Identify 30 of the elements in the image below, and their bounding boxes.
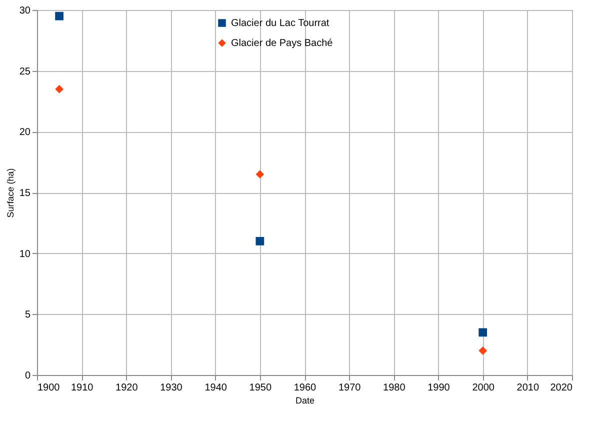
y-tick-label: 30 xyxy=(19,6,31,16)
x-tick-label: 1920 xyxy=(116,382,138,394)
x-tick-label: 2000 xyxy=(472,382,495,394)
legend-label: Glacier du Lac Tourrat xyxy=(231,18,330,29)
x-tick-label: 1960 xyxy=(294,382,317,394)
y-tick-label: 10 xyxy=(19,248,31,260)
x-axis-title: Date xyxy=(295,396,315,406)
point xyxy=(478,328,488,337)
x-tick-label: 2020 xyxy=(550,382,573,394)
y-tick-label: 20 xyxy=(19,127,31,138)
x-tick-label: 1900 xyxy=(38,382,60,394)
y-axis-title: Surface (ha) xyxy=(5,168,16,218)
x-tick-label: 1950 xyxy=(249,382,272,394)
point xyxy=(256,170,264,178)
x-tick-label: 2010 xyxy=(516,382,540,394)
y-tick-label: 15 xyxy=(19,188,31,199)
y-tick-label: 25 xyxy=(19,66,31,78)
y-tick-label: 5 xyxy=(24,310,31,321)
x-tick-label: 1910 xyxy=(70,382,94,394)
y-tick-label: 0 xyxy=(24,370,31,382)
legend-label: Glacier de Pays Baché xyxy=(231,38,334,49)
x-tick-label: 1930 xyxy=(160,382,183,394)
point xyxy=(55,12,64,20)
x-tick-label: 1940 xyxy=(204,382,228,394)
point xyxy=(55,84,64,94)
x-tick-label: 1980 xyxy=(383,382,406,394)
x-tick-label: 1990 xyxy=(428,382,450,394)
point xyxy=(478,346,488,355)
point xyxy=(256,236,264,246)
x-tick-label: 1970 xyxy=(338,382,362,394)
